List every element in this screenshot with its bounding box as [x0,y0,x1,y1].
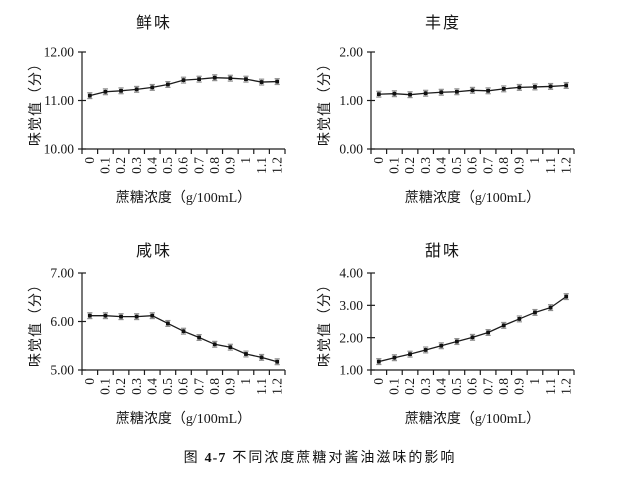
svg-text:0.9: 0.9 [512,378,527,395]
caption-text: 不同浓度蔗糖对酱油滋味的影响 [232,451,457,466]
svg-text:0.7: 0.7 [191,378,206,395]
svg-text:0.00: 0.00 [339,142,363,157]
sweetness-x-axis-title: 蔗糖浓度（g/100mL） [404,412,541,427]
saltiness-x-axis-title: 蔗糖浓度（g/100mL） [115,412,252,427]
svg-text:1.00: 1.00 [339,363,363,378]
richness-line-plot: 0.00 1.00 2.00 0 0.1 0.2 0.3 0.4 0.5 0.6 0.7 0.8 0.9… [339,45,575,174]
svg-text:0.9: 0.9 [512,157,527,174]
sweetness-chart-title: 甜味 [424,243,461,260]
svg-text:0.9: 0.9 [223,378,238,395]
svg-text:0.8: 0.8 [496,157,511,174]
svg-text:1.2: 1.2 [269,378,284,395]
svg-text:1.2: 1.2 [558,378,573,395]
svg-text:0: 0 [82,378,97,385]
sweetness-line-plot: 1.002.003.004.000 0.1 0.2 0.3 0.4 0.5 0.6 0.7 0.… [339,266,575,395]
svg-text:0.7: 0.7 [191,157,206,174]
caption-number: 4-7 [204,451,227,466]
saltiness-chart-title: 咸味 [135,243,172,260]
umami-line-plot: 10.00 11.00 12.00 0 0.1 0.2 0.3 0.4 0.5 0.6 0.7 0.8… [44,45,286,174]
svg-text:0.4: 0.4 [144,157,159,174]
svg-text:0.1: 0.1 [387,378,402,395]
svg-text:1: 1 [238,157,253,164]
svg-text:0.4: 0.4 [433,157,448,174]
chart-panel-sweetness: 1.00 2.00 3.00 4.00 0 0.1 0.2 0.3 0.4 0.5 0.6 0.7 0.… [297,225,589,431]
svg-text:2.00: 2.00 [339,45,363,60]
svg-text:0: 0 [371,378,386,385]
svg-text:12.00: 12.00 [44,45,75,60]
svg-text:0.4: 0.4 [144,378,159,395]
svg-text:0.4: 0.4 [433,378,448,395]
caption-prefix: 图 [183,451,200,466]
svg-text:0: 0 [371,157,386,164]
svg-text:0.2: 0.2 [113,378,128,395]
svg-text:1: 1 [238,378,253,385]
richness-chart-title: 丰度 [424,15,461,32]
svg-text:0.7: 0.7 [480,157,495,174]
umami-y-axis-title: 味觉值（分） [29,56,44,146]
svg-text:0.2: 0.2 [402,378,417,395]
svg-text:0.7: 0.7 [480,378,495,395]
richness-y-axis-title: 味觉值（分） [318,56,333,146]
chart-panel-saltiness: 5.00 6.00 7.00 0 0.1 0.2 0.3 0.4 0.5 0.6 0.7 0.8 0.9… [8,225,300,431]
svg-text:5.00: 5.00 [50,363,74,378]
svg-text:1.00: 1.00 [339,93,363,108]
svg-text:0.5: 0.5 [449,157,464,174]
figure-caption: 图 4-7 不同浓度蔗糖对酱油滋味的影响 [10,447,630,467]
svg-text:1.2: 1.2 [558,157,573,174]
svg-text:0.3: 0.3 [418,157,433,174]
svg-text:1.1: 1.1 [254,157,269,174]
svg-text:0.5: 0.5 [449,378,464,395]
svg-text:0.6: 0.6 [465,378,480,395]
svg-text:0.9: 0.9 [223,157,238,174]
svg-text:7.00: 7.00 [50,266,74,281]
svg-text:0.2: 0.2 [113,157,128,174]
chart-panel-umami: 10.00 11.00 12.00 0 0.1 0.2 0.3 0.4 0.5 0.6 0.7 0.8… [8,4,300,210]
svg-text:0.8: 0.8 [207,378,222,395]
svg-text:0.3: 0.3 [418,378,433,395]
chart-panel-richness: 0.00 1.00 2.00 0 0.1 0.2 0.3 0.4 0.5 0.6 0.7 0.8 0.9… [297,4,589,210]
svg-text:1.1: 1.1 [543,157,558,174]
svg-text:4.00: 4.00 [339,266,363,281]
richness-x-axis-title: 蔗糖浓度（g/100mL） [404,191,541,206]
svg-text:10.00: 10.00 [44,142,75,157]
svg-text:0.3: 0.3 [129,157,144,174]
svg-text:0.8: 0.8 [496,378,511,395]
saltiness-y-axis-title: 味觉值（分） [29,277,44,367]
svg-text:0.1: 0.1 [387,157,402,174]
svg-text:0.5: 0.5 [160,378,175,395]
svg-text:0.2: 0.2 [402,157,417,174]
sweetness-y-axis-title: 味觉值（分） [318,277,333,367]
svg-text:0.6: 0.6 [176,378,191,395]
svg-text:0.6: 0.6 [465,157,480,174]
svg-text:0.1: 0.1 [98,378,113,395]
svg-text:0.6: 0.6 [176,157,191,174]
svg-text:0.3: 0.3 [129,378,144,395]
svg-text:6.00: 6.00 [50,314,74,329]
svg-text:1.2: 1.2 [269,157,284,174]
svg-text:11.00: 11.00 [44,93,74,108]
svg-text:2.00: 2.00 [339,330,363,345]
svg-text:1: 1 [527,157,542,164]
svg-text:1: 1 [527,378,542,385]
saltiness-line-plot: 5.00 6.00 7.00 0 0.1 0.2 0.3 0.4 0.5 0.6 0.7 0.8 0.9… [50,266,286,395]
umami-x-axis-title: 蔗糖浓度（g/100mL） [115,191,252,206]
svg-text:1.1: 1.1 [254,378,269,395]
svg-text:0.1: 0.1 [98,157,113,174]
svg-text:3.00: 3.00 [339,298,363,313]
svg-text:1.1: 1.1 [543,378,558,395]
svg-text:0.5: 0.5 [160,157,175,174]
umami-chart-title: 鲜味 [135,15,172,32]
svg-text:0.8: 0.8 [207,157,222,174]
svg-text:0: 0 [82,157,97,164]
